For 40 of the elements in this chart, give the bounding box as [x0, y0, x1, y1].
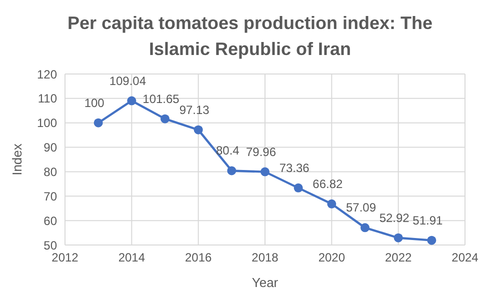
point [94, 118, 103, 128]
x-tick-label: 2024 [452, 250, 479, 265]
point [194, 125, 203, 134]
data-label: 101.65 [142, 92, 180, 106]
y-tick-label: 120 [36, 67, 58, 82]
data-label: 79.96 [246, 144, 276, 159]
y-tick-label: 110 [38, 92, 58, 106]
point [294, 183, 303, 192]
data-label: 109.04 [109, 74, 146, 88]
data-label: 100 [84, 96, 105, 110]
point [127, 96, 136, 106]
x-tick-label: 2022 [384, 250, 412, 265]
x-tick-label: 2018 [252, 250, 279, 265]
data-label: 57.09 [346, 200, 376, 215]
y-tick-label: 50 [44, 238, 58, 252]
data-label: 73.36 [279, 160, 310, 175]
point [394, 233, 403, 242]
data-label: 97.13 [179, 102, 210, 117]
x-tick-label: 2016 [184, 250, 212, 265]
y-tick-label: 90 [44, 140, 58, 155]
x-tick-label: 2014 [118, 250, 146, 265]
y-tick-label: 80 [44, 164, 58, 179]
point [427, 236, 436, 245]
y-tick-label: 100 [36, 116, 58, 130]
y-axis-title: Index [10, 143, 25, 176]
x-axis-title: Year [252, 275, 279, 290]
point [260, 167, 270, 176]
point [227, 166, 236, 176]
x-tick-label: 2012 [52, 250, 79, 265]
data-label: 66.82 [312, 176, 344, 191]
point [160, 114, 170, 124]
point [327, 199, 336, 208]
y-tick-label: 60 [44, 214, 58, 228]
point [360, 223, 370, 232]
x-tick-label: 2020 [318, 250, 346, 265]
data-label: 51.91 [412, 213, 444, 228]
chart-title: Per capita tomatoes production index: The Islamic Republic of Iran [66, 12, 434, 61]
data-label: 80.4 [216, 144, 240, 158]
data-label: 52.92 [379, 210, 410, 225]
y-tick-label: 70 [44, 189, 58, 204]
